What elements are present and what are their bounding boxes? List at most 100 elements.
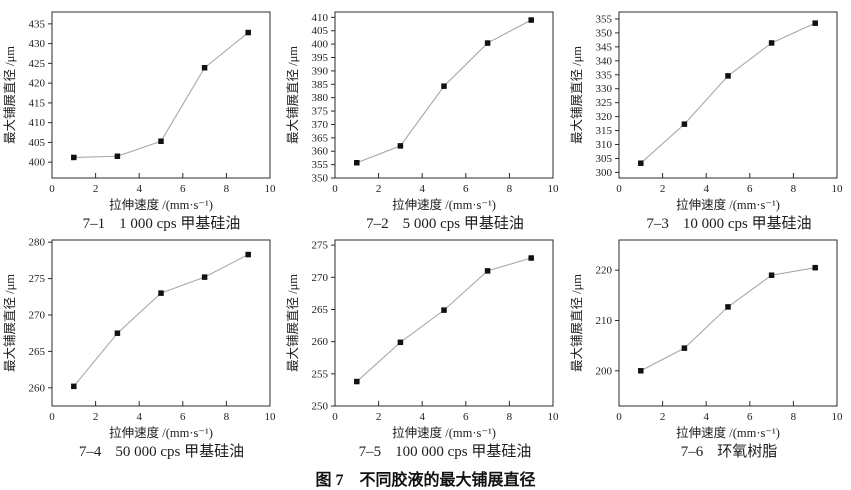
y-tick-label: 265 bbox=[29, 346, 46, 358]
subplot-cell-7-1: 0 2 4 6 8 10 400 405 410 415 420 425 430 435 拉伸速度 /(mm… bbox=[0, 8, 283, 236]
data-point-marker bbox=[354, 378, 360, 385]
y-tick-label: 260 bbox=[312, 336, 329, 348]
x-tick-label: 4 bbox=[703, 411, 709, 423]
subplot-label: 环氧树脂 bbox=[717, 444, 778, 460]
y-tick-label: 255 bbox=[312, 368, 329, 380]
x-tick-label: 8 bbox=[507, 183, 513, 195]
subplot-number: 7–2 bbox=[366, 216, 389, 232]
series-line bbox=[640, 22, 816, 164]
subplot-cell-7-3: 0 2 4 6 8 10 300 305 310 315 320 325 330 335 340 345 350… bbox=[567, 8, 851, 236]
x-axis-label: 拉伸速度 /(mm·s⁻¹) bbox=[109, 197, 213, 212]
data-point-marker bbox=[114, 330, 121, 336]
y-tick-label: 420 bbox=[29, 78, 46, 90]
line-chart-7-5: 0 2 4 6 8 10 250 255 260 265 270 275 拉伸速度 /(mm·s⁻¹) 最… bbox=[286, 239, 559, 440]
line-chart-7-4: 0 2 4 6 8 10 260 265 270 275 280 拉伸速度 /(mm·s⁻¹) 最大铺展… bbox=[3, 237, 276, 440]
y-tick-label: 330 bbox=[596, 83, 613, 95]
data-point-marker bbox=[812, 264, 818, 271]
data-point-marker bbox=[354, 159, 360, 166]
plot-border bbox=[51, 11, 271, 179]
x-tick-label: 0 bbox=[332, 411, 338, 423]
data-point-marker bbox=[638, 160, 644, 166]
y-tick-label: 415 bbox=[29, 97, 46, 109]
data-point-marker bbox=[812, 20, 818, 26]
x-tick-label: 10 bbox=[265, 183, 277, 195]
subplot-caption-7-2: 7–2 5 000 cps 甲基硅油 bbox=[303, 214, 587, 236]
x-tick-label: 2 bbox=[376, 411, 382, 423]
subplot-label: 10 000 cps 甲基硅油 bbox=[682, 216, 812, 232]
x-tick-label: 4 bbox=[419, 183, 425, 195]
y-axis-label: 最大铺展直径 /μm bbox=[286, 274, 300, 372]
y-axis-label: 最大铺展直径 /μm bbox=[570, 46, 584, 144]
subplot-caption-7-4: 7–4 50 000 cps 甲基硅油 bbox=[20, 442, 303, 464]
y-tick-label: 425 bbox=[29, 58, 46, 70]
y-tick-label: 385 bbox=[312, 79, 329, 91]
subplot-label: 5 000 cps 甲基硅油 bbox=[402, 216, 524, 232]
x-axis-label: 拉伸速度 /(mm·s⁻¹) bbox=[392, 425, 496, 440]
x-tick-label: 6 bbox=[747, 411, 753, 423]
x-tick-label: 10 bbox=[548, 183, 560, 195]
subplot-caption-7-1: 7–1 1 000 cps 甲基硅油 bbox=[20, 214, 303, 236]
plot-border bbox=[334, 11, 554, 179]
data-point-marker bbox=[725, 73, 731, 79]
x-tick-label: 2 bbox=[660, 183, 666, 195]
data-point-marker bbox=[201, 64, 208, 71]
data-point-marker bbox=[71, 383, 77, 390]
data-point-marker bbox=[158, 290, 164, 296]
y-tick-label: 275 bbox=[29, 273, 46, 285]
line-chart-7-3: 0 2 4 6 8 10 300 305 310 315 320 325 330 335 340 345 350… bbox=[570, 11, 844, 212]
y-tick-label: 345 bbox=[596, 41, 613, 53]
y-tick-label: 250 bbox=[312, 401, 329, 413]
x-tick-label: 2 bbox=[93, 411, 99, 423]
subplot-caption-7-5: 7–5 100 000 cps 甲基硅油 bbox=[303, 442, 587, 464]
subplot-caption-7-6: 7–6 环氧树脂 bbox=[587, 442, 851, 464]
line-chart-7-1: 0 2 4 6 8 10 400 405 410 415 420 425 430 435 拉伸速度 /(mm… bbox=[3, 11, 277, 212]
data-point-marker bbox=[71, 154, 77, 161]
data-point-marker bbox=[397, 339, 404, 346]
x-axis-label: 拉伸速度 /(mm·s⁻¹) bbox=[676, 197, 780, 212]
x-tick-label: 10 bbox=[832, 183, 844, 195]
x-tick-label: 6 bbox=[180, 411, 186, 423]
y-tick-label: 270 bbox=[29, 309, 46, 321]
y-tick-label: 375 bbox=[312, 106, 329, 118]
plot-border bbox=[618, 239, 838, 407]
subplot-number: 7–3 bbox=[646, 216, 669, 232]
y-tick-label: 300 bbox=[596, 167, 613, 179]
subplot-number: 7–5 bbox=[358, 444, 382, 460]
data-point-marker bbox=[681, 345, 688, 351]
subplot-label: 1 000 cps 甲基硅油 bbox=[119, 216, 241, 232]
x-tick-label: 8 bbox=[791, 183, 797, 195]
y-tick-label: 310 bbox=[596, 139, 613, 151]
subplot-cell-7-2: 0 2 4 6 8 10 350 355 360 365 370 375 380 385 390 395 400… bbox=[283, 8, 567, 236]
x-axis-label: 拉伸速度 /(mm·s⁻¹) bbox=[392, 197, 496, 212]
charts-grid: 0 2 4 6 8 10 400 405 410 415 420 425 430 435 拉伸速度 /(mm… bbox=[0, 8, 851, 464]
data-point-marker bbox=[201, 274, 208, 280]
data-point-marker bbox=[245, 29, 251, 36]
y-axis-label: 最大铺展直径 /μm bbox=[3, 274, 17, 372]
x-tick-label: 2 bbox=[660, 411, 666, 423]
subplot-label: 100 000 cps 甲基硅油 bbox=[395, 444, 532, 460]
y-tick-label: 380 bbox=[312, 92, 329, 104]
data-point-marker bbox=[114, 153, 121, 160]
series-line bbox=[73, 254, 249, 387]
data-point-marker bbox=[725, 304, 731, 310]
y-tick-label: 405 bbox=[312, 25, 329, 37]
y-tick-label: 280 bbox=[29, 237, 46, 249]
x-tick-label: 4 bbox=[136, 183, 142, 195]
plot-border bbox=[51, 239, 271, 407]
x-tick-label: 6 bbox=[463, 411, 469, 423]
y-tick-label: 360 bbox=[312, 146, 329, 158]
x-tick-label: 2 bbox=[93, 183, 99, 195]
y-tick-label: 430 bbox=[29, 38, 46, 50]
data-point-marker bbox=[638, 368, 644, 374]
subplot-label: 50 000 cps 甲基硅油 bbox=[115, 444, 245, 460]
x-tick-label: 0 bbox=[332, 183, 338, 195]
y-tick-label: 355 bbox=[596, 13, 613, 25]
y-tick-label: 350 bbox=[596, 27, 613, 39]
x-axis-label: 拉伸速度 /(mm·s⁻¹) bbox=[109, 425, 213, 440]
y-tick-label: 340 bbox=[596, 55, 613, 67]
y-tick-label: 260 bbox=[29, 382, 46, 394]
x-tick-label: 4 bbox=[419, 411, 425, 423]
y-tick-label: 410 bbox=[29, 117, 46, 129]
data-point-marker bbox=[245, 251, 251, 258]
